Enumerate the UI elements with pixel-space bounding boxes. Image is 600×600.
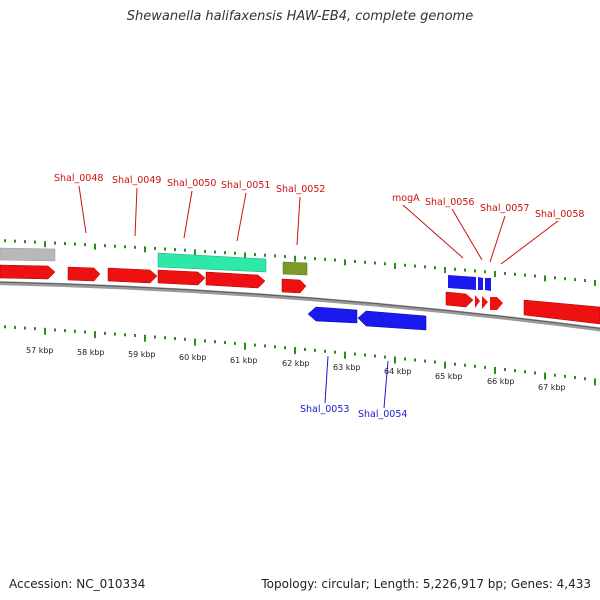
gene-labels-top: Shal_0048 Shal_0049 Shal_0050 Shal_0051 Shal…	[54, 173, 584, 265]
gene-callout-line	[324, 355, 329, 404]
gene-callout-line	[451, 208, 483, 261]
gene-label: Shal_0052	[276, 184, 325, 195]
gene-shal-0057-block	[485, 278, 491, 291]
gene-shal-0055	[445, 291, 474, 308]
gene-shal-0051	[205, 271, 266, 289]
kbp-label: 65 kbp	[435, 372, 463, 381]
gene-shal-0049	[107, 267, 158, 284]
genome-backbone-highlight	[0, 281, 600, 329]
tick-ruler-top	[4, 239, 596, 286]
feature-track-forward-2	[0, 264, 600, 325]
feature-track-reverse	[307, 306, 427, 331]
gene-label: Shal_0053	[300, 404, 349, 415]
kbp-label: 58 kbp	[77, 348, 105, 357]
kbp-label: 67 kbp	[538, 383, 566, 392]
gene-callout-line	[183, 190, 193, 239]
genome-backbone	[0, 281, 600, 332]
kbp-label: 62 kbp	[282, 359, 310, 368]
kbp-label: 66 kbp	[487, 377, 515, 386]
kbp-label: 57 kbp	[26, 346, 54, 355]
gene-shal-0056	[475, 295, 480, 308]
gene-pseudo-shal-0052	[282, 261, 308, 276]
gene-shal-0050-cds	[157, 269, 206, 286]
accession-text: Accession: NC_010334	[9, 577, 146, 591]
gene-label: Shal_0049	[112, 175, 161, 186]
kbp-label: 59 kbp	[128, 350, 156, 359]
gene-callout-line	[78, 185, 87, 234]
gene-label: mogA	[392, 193, 420, 204]
tick-ruler-bottom	[4, 325, 596, 386]
gene-other-feature	[0, 247, 56, 262]
gene-labels-bottom: Shal_0053 Shal_0054	[300, 355, 407, 420]
gene-label: Shal_0050	[167, 178, 216, 189]
kbp-scale-labels: 57 kbp 58 kbp 59 kbp 60 kbp 61 kbp 62 kbp 63 k…	[26, 346, 566, 392]
gene-label: Shal_0058	[535, 209, 584, 220]
gene-shal-0058	[523, 299, 600, 325]
gene-mogA	[448, 275, 476, 290]
genome-title: Shewanella halifaxensis HAW-EB4, complet…	[126, 9, 474, 24]
gene-callout-line	[296, 196, 301, 246]
gene-shal-0054	[357, 310, 427, 331]
gene-shal-0053	[307, 306, 358, 324]
kbp-label: 60 kbp	[179, 353, 207, 362]
gene-shal-0057b	[490, 297, 503, 310]
kbp-label: 64 kbp	[384, 367, 412, 376]
gene-label: Shal_0057	[480, 203, 529, 214]
gene-callout-line	[134, 187, 138, 237]
kbp-label: 63 kbp	[333, 363, 361, 372]
gene-callout-line	[402, 204, 464, 259]
gene-forward-1	[0, 264, 56, 280]
genome-stats-text: Topology: circular; Length: 5,226,917 bp…	[261, 577, 591, 591]
gene-callout-line	[236, 192, 247, 242]
gene-callout-line	[383, 360, 389, 409]
gene-label: Shal_0051	[221, 180, 270, 191]
gene-callout-line	[489, 215, 506, 263]
gene-shal-0056-block	[478, 277, 483, 290]
feature-track-forward-1	[0, 247, 491, 291]
gene-rna-shal-0050	[157, 252, 267, 273]
gene-label: Shal_0054	[358, 409, 407, 420]
gene-label: Shal_0048	[54, 173, 103, 184]
gene-callout-line	[500, 220, 559, 265]
gene-shal-0057	[482, 296, 488, 309]
gene-label: Shal_0056	[425, 197, 474, 208]
gene-shal-0048	[67, 266, 101, 282]
kbp-label: 61 kbp	[230, 356, 258, 365]
gene-shal-0052-cds	[281, 278, 307, 294]
